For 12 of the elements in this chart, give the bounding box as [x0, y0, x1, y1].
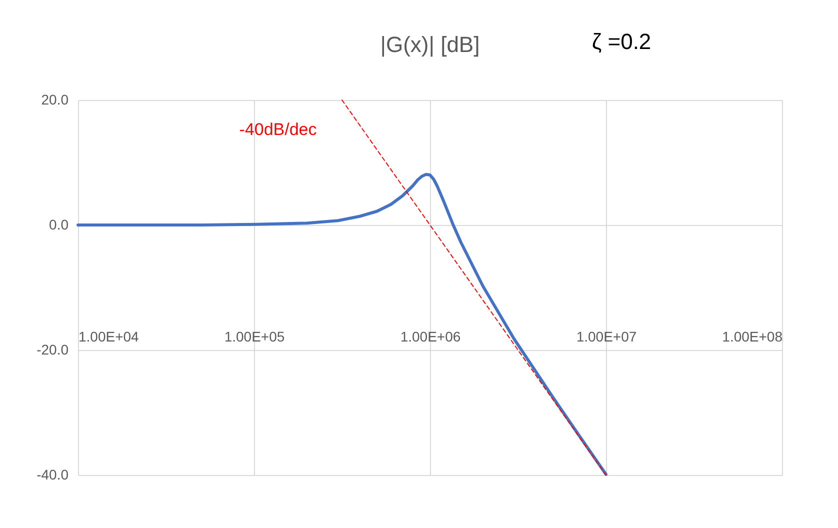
text: ζ =0.2: [592, 29, 652, 54]
y-tick-label: -20.0: [36, 342, 69, 358]
chart-title: |G(x)| [dB]: [380, 32, 480, 57]
x-tick-label: 1.00E+05: [224, 328, 285, 344]
x-tick-label: 1.00E+07: [576, 328, 637, 344]
y-tick-label: -40.0: [36, 466, 69, 482]
y-tick-label: 0.0: [49, 216, 69, 232]
y-tick-label: 20.0: [41, 92, 69, 108]
x-tick-label: 1.00E+06: [400, 328, 461, 344]
x-tick-label: 1.00E+08: [722, 328, 783, 344]
x-tick-label: 1.00E+04: [78, 328, 140, 344]
annotation: -40dB/dec: [239, 120, 318, 139]
